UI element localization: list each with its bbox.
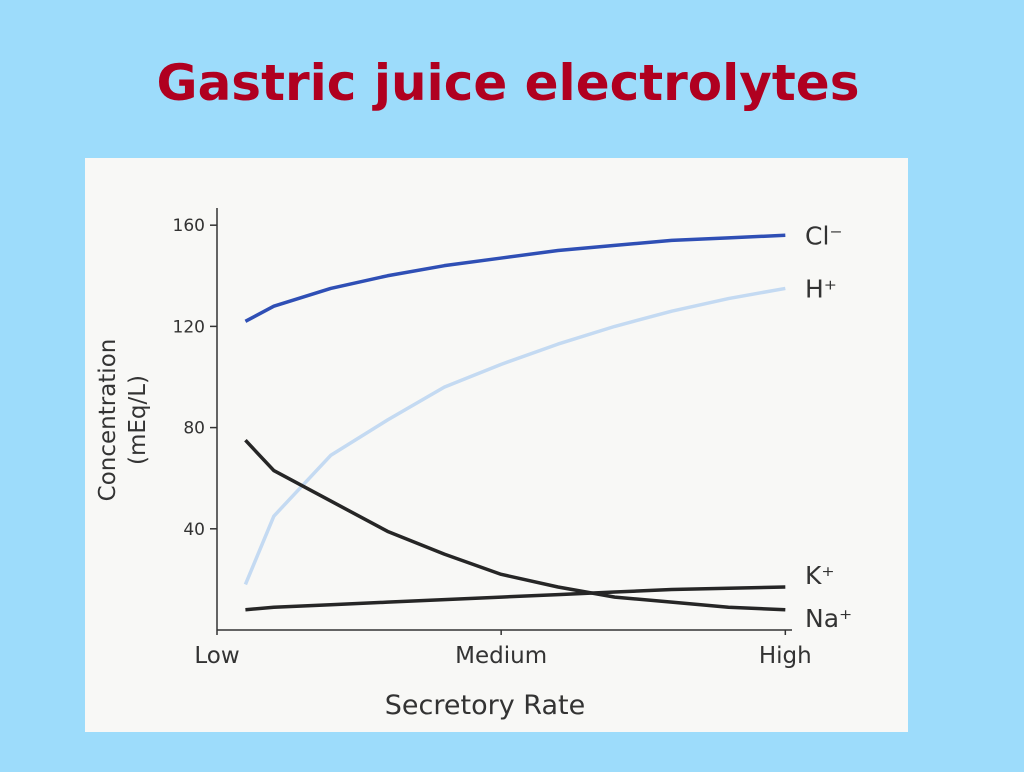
series-label: K⁺: [805, 561, 835, 590]
chart-title: Gastric juice electrolytes: [157, 54, 860, 112]
x-tick-label: Low: [194, 643, 239, 669]
y-axis-label: (mEq/L): [125, 375, 151, 465]
series-label: H⁺: [805, 274, 837, 303]
y-tick-label: 160: [173, 216, 205, 236]
series-line: [244, 233, 786, 323]
chart-panel: [85, 158, 908, 732]
series-line: [245, 585, 786, 612]
x-tick-label: Medium: [455, 643, 547, 669]
series-line: [244, 439, 786, 612]
x-axis-label: Secretory Rate: [385, 690, 585, 721]
y-tick-label: 120: [173, 317, 205, 337]
series-label: Na⁺: [805, 604, 852, 633]
y-tick-label: 80: [183, 419, 205, 439]
y-axis-label: Concentration: [95, 339, 121, 502]
y-tick-label: 40: [183, 520, 205, 540]
series-line: [243, 286, 786, 586]
series-label: Cl⁻: [805, 221, 843, 250]
x-tick-label: High: [759, 643, 812, 669]
